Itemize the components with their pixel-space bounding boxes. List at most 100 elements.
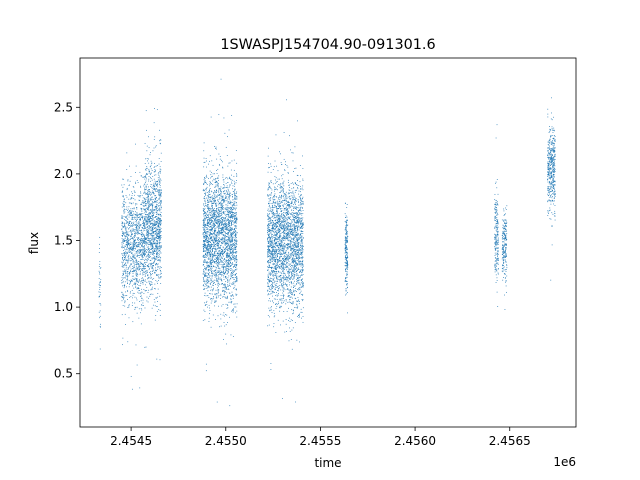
data-point <box>143 183 145 185</box>
data-point <box>221 198 223 200</box>
data-point <box>220 246 221 248</box>
data-point <box>156 222 158 224</box>
data-point <box>137 291 139 293</box>
data-point <box>232 220 233 222</box>
data-point <box>227 242 228 244</box>
data-point <box>203 204 204 206</box>
data-point <box>298 259 299 260</box>
data-point <box>224 231 226 233</box>
data-point <box>137 274 139 276</box>
data-point <box>205 176 207 177</box>
data-point <box>231 251 233 252</box>
data-point <box>144 142 146 144</box>
data-point <box>208 241 210 242</box>
data-point <box>155 259 157 261</box>
data-point <box>235 280 237 282</box>
data-point <box>129 245 130 247</box>
data-point <box>124 252 125 254</box>
data-point <box>152 210 154 212</box>
data-point <box>124 259 126 260</box>
data-point <box>222 228 223 229</box>
data-point <box>203 295 205 296</box>
data-point <box>215 203 217 205</box>
data-point <box>217 257 219 259</box>
data-point <box>211 272 213 274</box>
data-point <box>152 231 154 232</box>
data-point <box>230 259 232 261</box>
data-point <box>156 229 158 230</box>
data-point <box>128 248 130 250</box>
data-point <box>135 172 136 173</box>
data-point <box>205 214 207 216</box>
data-point <box>131 197 133 198</box>
data-point <box>145 243 146 245</box>
data-point <box>149 294 151 295</box>
data-point <box>129 215 131 216</box>
data-point <box>225 314 227 315</box>
data-point <box>128 304 130 306</box>
data-point <box>124 253 125 255</box>
data-point <box>222 243 224 244</box>
data-point <box>231 248 232 250</box>
data-point <box>208 270 209 272</box>
data-point <box>123 245 125 247</box>
data-point <box>207 195 209 197</box>
data-point <box>230 202 231 204</box>
data-point <box>122 263 123 265</box>
data-point <box>139 252 140 254</box>
data-point <box>124 252 126 254</box>
data-point <box>129 194 131 196</box>
data-point <box>150 212 152 214</box>
data-point <box>215 248 217 250</box>
data-point <box>222 196 224 198</box>
data-point <box>232 229 234 231</box>
data-point <box>217 201 219 202</box>
data-point <box>204 200 206 202</box>
data-point <box>218 204 220 206</box>
data-point <box>217 290 219 292</box>
data-point <box>235 306 237 308</box>
data-point <box>281 253 282 255</box>
data-point <box>225 333 227 335</box>
data-point <box>218 219 220 220</box>
data-point <box>126 247 128 249</box>
data-point <box>224 132 226 134</box>
data-point <box>138 249 140 251</box>
data-point <box>228 266 230 268</box>
data-point <box>228 211 230 213</box>
data-point <box>125 275 127 277</box>
data-point <box>232 263 234 265</box>
data-point <box>158 202 160 204</box>
data-point <box>155 227 157 229</box>
data-point <box>217 221 219 223</box>
data-point <box>144 223 145 225</box>
data-point <box>203 263 205 265</box>
data-point <box>156 205 158 207</box>
data-point <box>233 244 234 246</box>
data-point <box>153 187 155 189</box>
data-point <box>228 217 230 218</box>
data-point <box>140 230 142 231</box>
data-point <box>215 257 217 259</box>
data-point <box>225 243 227 245</box>
data-point <box>219 232 220 234</box>
data-point <box>206 197 207 199</box>
data-point <box>123 272 125 274</box>
data-point <box>231 221 232 223</box>
data-point <box>131 212 132 214</box>
data-point <box>149 256 151 258</box>
data-point <box>236 288 237 290</box>
data-point <box>133 265 135 267</box>
data-point <box>210 233 212 234</box>
data-point <box>146 167 148 169</box>
data-point <box>211 230 212 231</box>
data-point <box>205 233 206 235</box>
data-point <box>203 273 205 275</box>
data-point <box>150 205 152 207</box>
data-point <box>156 239 158 241</box>
data-point <box>154 200 155 202</box>
data-point <box>126 152 128 154</box>
data-point <box>138 243 140 245</box>
data-point <box>154 206 156 208</box>
data-point <box>144 268 146 270</box>
